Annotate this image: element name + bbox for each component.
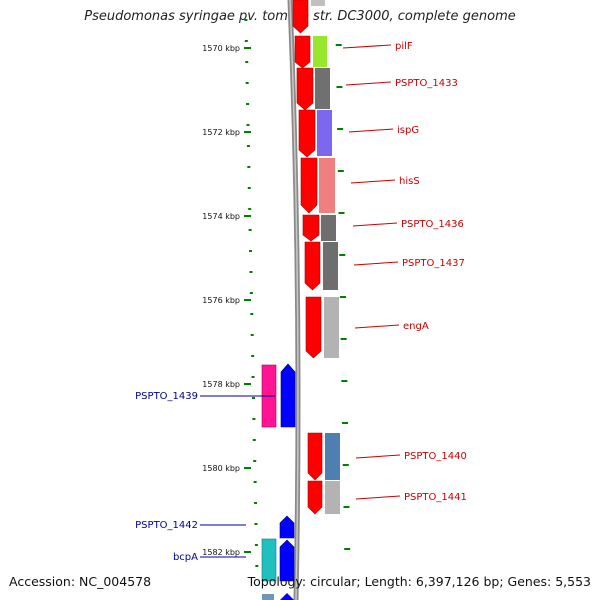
- gene-arrow-ispG: [298, 109, 316, 158]
- gene-arrow-engA: [305, 296, 322, 359]
- gene-label-PSPTO_1442[interactable]: PSPTO_1442: [135, 520, 198, 531]
- label-leader-line: [355, 454, 401, 459]
- tick-label: 1574 kbp: [202, 212, 240, 221]
- tick-label: 1578 kbp: [202, 380, 240, 389]
- label-leader-line: [348, 128, 394, 133]
- tick-marks: 1570 kbp 1572 kbp 1574 kbp 1576 kbp 1578 kbp…: [202, 19, 351, 567]
- reverse-gene-labels: PSPTO_1439 PSPTO_1442 bcpA: [135, 391, 275, 563]
- gene-arrow-top: [292, 0, 309, 34]
- label-leader-line: [350, 179, 396, 184]
- tick-label: 1570 kbp: [202, 44, 240, 53]
- label-leader-line: [342, 44, 392, 49]
- gene-arrow-bottom: [280, 593, 294, 600]
- cog-block-hisS: [319, 158, 335, 213]
- tick-label: 1576 kbp: [202, 296, 240, 305]
- gene-arrow-PSPTO_1442: [279, 515, 295, 539]
- gene-label-bcpA[interactable]: bcpA: [173, 552, 198, 563]
- reverse-genes: [261, 363, 296, 600]
- label-leader-line: [355, 495, 401, 500]
- gene-label-PSPTO_1433[interactable]: PSPTO_1433: [395, 78, 458, 89]
- genome-stats-text: Topology: circular; Length: 6,397,126 bp…: [247, 574, 591, 589]
- gene-arrow-PSPTO_1436: [302, 214, 320, 242]
- forward-genes: [292, 0, 323, 515]
- gene-arrow-PSPTO_1437: [304, 241, 321, 291]
- tick-label: 1580 kbp: [202, 464, 240, 473]
- gene-label-engA[interactable]: engA: [403, 321, 429, 332]
- cog-block-ispG: [317, 110, 332, 156]
- gene-label-PSPTO_1439[interactable]: PSPTO_1439: [135, 391, 198, 402]
- cog-block-bcpA: [261, 538, 277, 582]
- cog-block-PSPTO_1436: [321, 215, 336, 241]
- gene-arrow-PSPTO_1439: [280, 363, 296, 428]
- cog-block-bottom: [262, 594, 274, 600]
- label-leader-line: [352, 222, 398, 227]
- gene-arrow-PSPTO_1441: [307, 480, 323, 515]
- gene-label-PSPTO_1437[interactable]: PSPTO_1437: [402, 258, 465, 269]
- backbone-inner: [289, 0, 299, 600]
- tick-label: 1572 kbp: [202, 128, 240, 137]
- label-leader-line: [353, 261, 399, 266]
- gene-label-ispG[interactable]: ispG: [397, 125, 419, 136]
- gene-label-PSPTO_1441[interactable]: PSPTO_1441: [404, 492, 467, 503]
- gene-label-PSPTO_1440[interactable]: PSPTO_1440: [404, 451, 467, 462]
- cog-block-engA: [324, 297, 339, 358]
- accession-text: Accession: NC_004578: [9, 574, 152, 589]
- label-leader-line: [354, 324, 400, 329]
- cog-block-PSPTO_1437: [323, 242, 338, 290]
- tick-label: 1582 kbp: [202, 548, 240, 557]
- gene-arrow-PSPTO_1433: [296, 67, 314, 111]
- gene-label-PSPTO_1436[interactable]: PSPTO_1436: [401, 219, 464, 230]
- gene-arrow-bcpA: [279, 539, 295, 582]
- cog-block-PSPTO_1433: [315, 68, 330, 109]
- cog-block-top: [311, 0, 325, 6]
- gene-label-hisS[interactable]: hisS: [399, 176, 420, 187]
- gene-arrow-pilF: [294, 35, 311, 69]
- cog-block-pilF: [313, 36, 327, 67]
- label-leader-line: [345, 81, 392, 86]
- gene-arrow-PSPTO_1440: [307, 432, 323, 481]
- forward-gene-labels: pilF PSPTO_1433 ispG hisS PSPTO_1436 PSPTO_14…: [342, 41, 467, 503]
- gene-arrow-hisS: [300, 157, 318, 214]
- cog-block-PSPTO_1440: [325, 433, 340, 480]
- gene-label-pilF[interactable]: pilF: [395, 41, 413, 52]
- forward-cog-column: [311, 0, 340, 514]
- cog-block-PSPTO_1441: [325, 481, 340, 514]
